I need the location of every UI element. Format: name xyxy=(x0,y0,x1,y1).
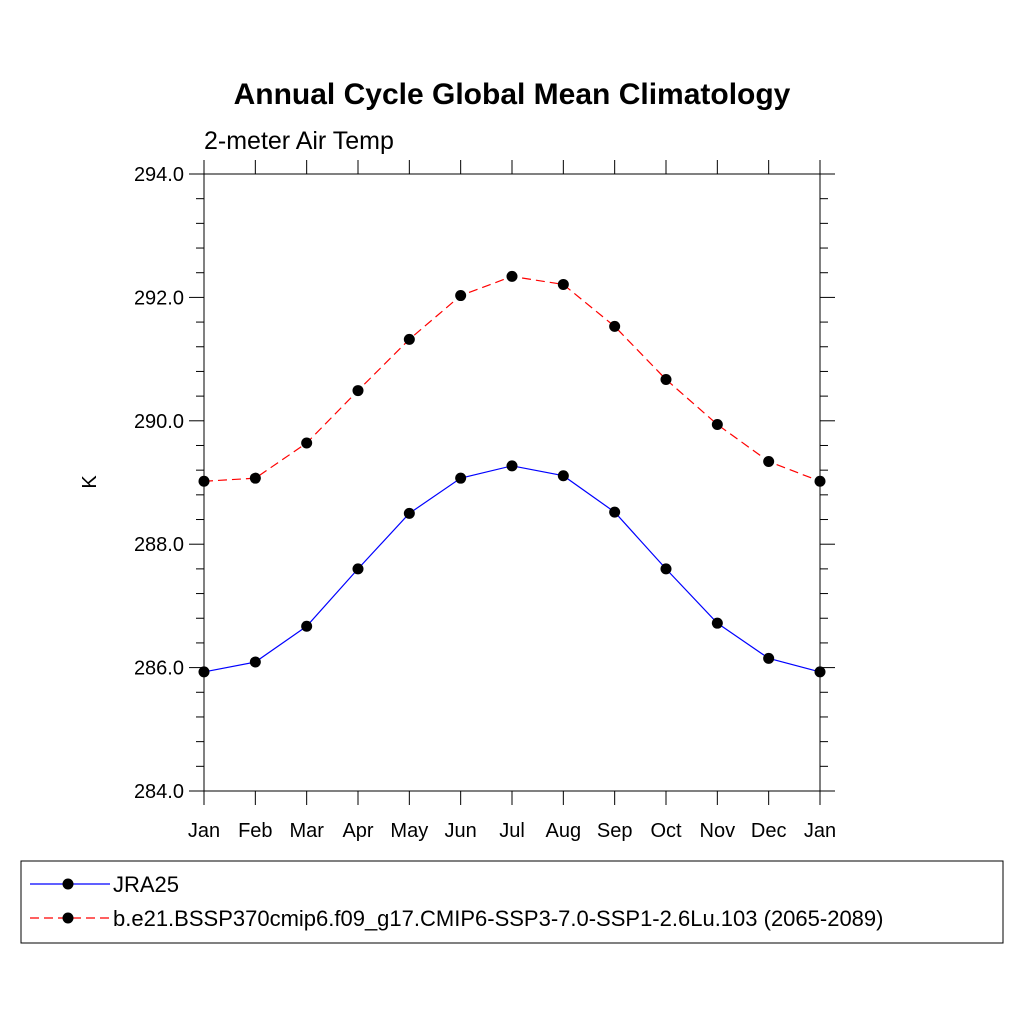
x-tick-label: Oct xyxy=(650,820,682,842)
series-1-point xyxy=(763,652,775,664)
legend-items: JRA25 b.e21.BSSP370cmip6.f09_g17.CMIP6-SS… xyxy=(30,872,883,931)
y-axis-label: K xyxy=(79,475,101,489)
x-tick-label: Sep xyxy=(597,820,633,842)
legend-label-1: JRA25 xyxy=(113,872,179,897)
x-tick-label: Jul xyxy=(499,820,525,842)
legend: JRA25 b.e21.BSSP370cmip6.f09_g17.CMIP6-SS… xyxy=(20,860,1004,944)
series-1-point xyxy=(249,656,261,668)
x-tick-label: Mar xyxy=(289,820,324,842)
x-tick-label: Jan xyxy=(804,820,836,842)
series-2-point xyxy=(763,456,775,468)
x-tick-label: Apr xyxy=(342,820,373,842)
x-tick-label: Jan xyxy=(188,820,220,842)
x-tick-label: Aug xyxy=(546,820,582,842)
x-tick-label: Dec xyxy=(751,820,787,842)
series-layer xyxy=(198,270,826,678)
axis-ticks xyxy=(189,160,835,805)
legend-label-2: b.e21.BSSP370cmip6.f09_g17.CMIP6-SSP3-7.… xyxy=(113,906,883,931)
series-2-point xyxy=(455,290,467,302)
y-tick-label: 288.0 xyxy=(134,534,184,556)
series-1-point xyxy=(301,620,313,632)
series-1-point xyxy=(352,563,364,575)
series-line-2 xyxy=(203,275,821,482)
series-2-point xyxy=(660,373,672,385)
x-tick-label: Nov xyxy=(700,820,736,842)
chart-subtitle: 2-meter Air Temp xyxy=(204,127,394,155)
legend-box xyxy=(20,860,1004,944)
series-1-point xyxy=(711,617,723,629)
y-tick-label: 284.0 xyxy=(134,781,184,803)
legend-marker-1 xyxy=(62,878,74,890)
series-2-point xyxy=(609,320,621,332)
series-1-point xyxy=(660,563,672,575)
series-2-point xyxy=(557,278,569,290)
y-tick-label: 286.0 xyxy=(134,658,184,680)
series-1-point xyxy=(609,506,621,518)
series-2-point xyxy=(249,472,261,484)
series-1-point xyxy=(506,460,518,472)
series-2-point xyxy=(301,437,313,449)
x-tick-label: Feb xyxy=(238,820,272,842)
series-2-point xyxy=(352,385,364,397)
series-line-1 xyxy=(203,465,821,673)
x-tick-label: Jun xyxy=(445,820,477,842)
series-1-point xyxy=(403,507,415,519)
plot-frame xyxy=(203,173,821,792)
y-tick-label: 290.0 xyxy=(134,411,184,433)
series-2-point xyxy=(506,270,518,282)
series-1-point xyxy=(557,470,569,482)
x-tick-label: May xyxy=(390,820,428,842)
y-tick-labels: 284.0 286.0 288.0 290.0 292.0 294.0 xyxy=(134,164,184,803)
series-2-point xyxy=(403,333,415,345)
legend-marker-2 xyxy=(62,912,74,924)
chart-title: Annual Cycle Global Mean Climatology xyxy=(234,78,791,111)
series-1-point xyxy=(455,472,467,484)
y-tick-label: 294.0 xyxy=(134,164,184,186)
y-tick-label: 292.0 xyxy=(134,287,184,309)
series-2-point xyxy=(711,419,723,431)
x-tick-labels: Jan Feb Mar Apr May Jun Jul Aug Sep Oct Nov Dec Jan xyxy=(188,820,836,842)
